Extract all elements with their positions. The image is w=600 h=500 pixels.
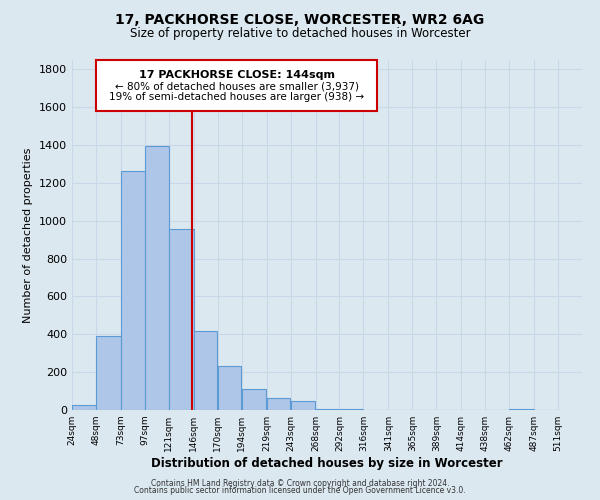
Bar xyxy=(145,146,169,410)
Text: Contains public sector information licensed under the Open Government Licence v3: Contains public sector information licen… xyxy=(134,486,466,495)
Bar xyxy=(267,398,290,410)
Bar xyxy=(169,230,194,410)
Text: 17, PACKHORSE CLOSE, WORCESTER, WR2 6AG: 17, PACKHORSE CLOSE, WORCESTER, WR2 6AG xyxy=(115,12,485,26)
Text: Size of property relative to detached houses in Worcester: Size of property relative to detached ho… xyxy=(130,28,470,40)
Bar xyxy=(96,336,121,410)
Y-axis label: Number of detached properties: Number of detached properties xyxy=(23,148,34,322)
Bar xyxy=(218,366,241,410)
Bar xyxy=(121,170,145,410)
Bar xyxy=(340,409,363,410)
Text: 19% of semi-detached houses are larger (938) →: 19% of semi-detached houses are larger (… xyxy=(109,92,364,102)
Bar xyxy=(509,409,534,410)
Bar xyxy=(194,330,217,410)
Text: ← 80% of detached houses are smaller (3,937): ← 80% of detached houses are smaller (3,… xyxy=(115,81,359,91)
FancyBboxPatch shape xyxy=(96,60,377,111)
Bar xyxy=(291,402,315,410)
X-axis label: Distribution of detached houses by size in Worcester: Distribution of detached houses by size … xyxy=(151,457,503,470)
Text: 17 PACKHORSE CLOSE: 144sqm: 17 PACKHORSE CLOSE: 144sqm xyxy=(139,70,335,80)
Bar xyxy=(316,409,339,410)
Text: Contains HM Land Registry data © Crown copyright and database right 2024.: Contains HM Land Registry data © Crown c… xyxy=(151,478,449,488)
Bar xyxy=(72,406,96,410)
Bar xyxy=(242,389,266,410)
